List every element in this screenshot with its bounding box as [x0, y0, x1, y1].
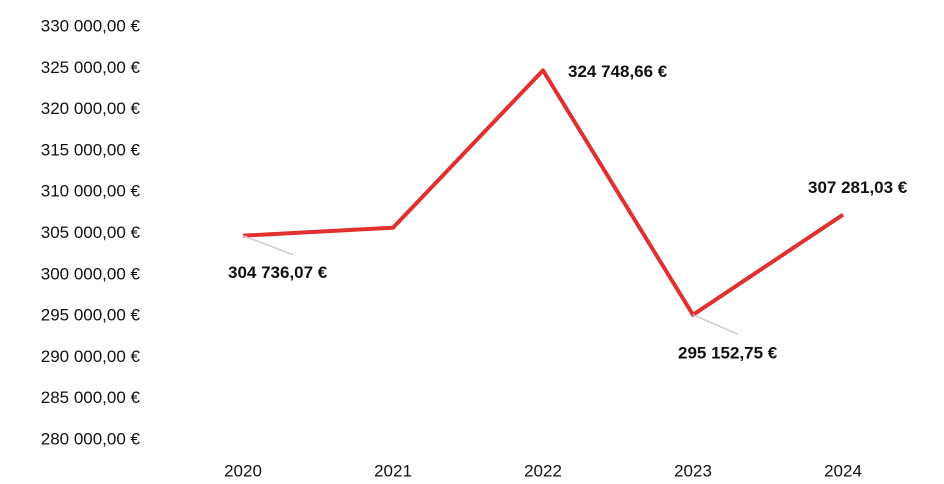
data-label: 307 281,03 €	[808, 178, 908, 197]
x-tick-label: 2024	[824, 461, 862, 480]
y-tick-label: 315 000,00 €	[41, 140, 141, 159]
y-tick-label: 285 000,00 €	[41, 388, 141, 407]
data-label: 295 152,75 €	[678, 343, 778, 362]
y-tick-label: 320 000,00 €	[41, 99, 141, 118]
y-tick-label: 325 000,00 €	[41, 58, 141, 77]
y-tick-label: 330 000,00 €	[41, 16, 141, 35]
data-label: 304 736,07 €	[228, 263, 328, 282]
x-tick-label: 2022	[524, 461, 562, 480]
y-tick-label: 290 000,00 €	[41, 347, 141, 366]
y-tick-label: 310 000,00 €	[41, 182, 141, 201]
y-tick-label: 295 000,00 €	[41, 306, 141, 325]
y-tick-label: 280 000,00 €	[41, 429, 141, 448]
x-tick-label: 2020	[224, 461, 262, 480]
leader-line	[692, 314, 739, 336]
y-tick-label: 305 000,00 €	[41, 223, 141, 242]
line	[242, 68, 845, 317]
leader-line	[242, 234, 294, 256]
y-tick-label: 300 000,00 €	[41, 264, 141, 283]
x-tick-label: 2021	[374, 461, 412, 480]
x-tick-label: 2023	[674, 461, 712, 480]
data-label: 324 748,66 €	[568, 62, 668, 81]
